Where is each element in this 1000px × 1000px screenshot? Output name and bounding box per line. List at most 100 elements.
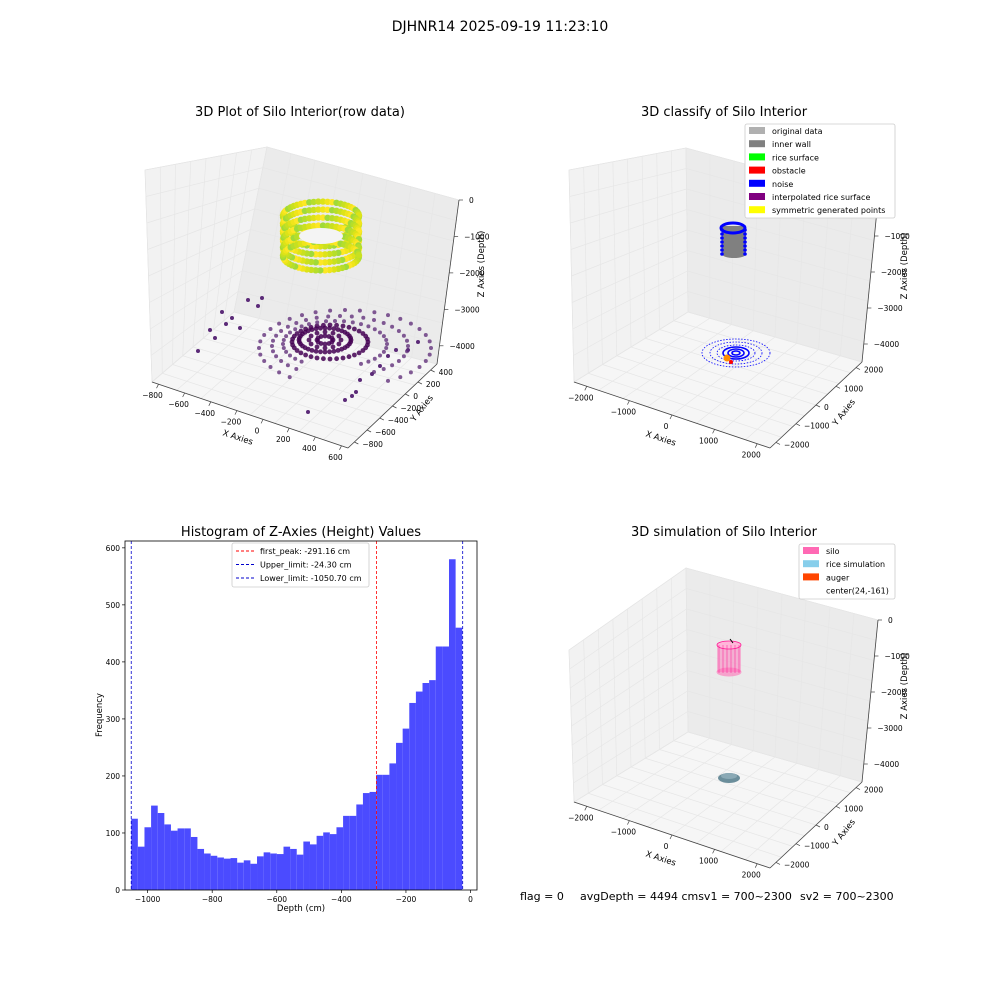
histogram-bar bbox=[336, 827, 344, 890]
wall-grid-line bbox=[570, 209, 687, 250]
raw-floor-point bbox=[308, 324, 314, 330]
histogram-bar bbox=[157, 813, 165, 890]
raw-floor-point bbox=[287, 375, 292, 380]
raw-floor-point bbox=[406, 348, 410, 352]
raw-floor-point bbox=[350, 394, 354, 398]
x-tick-label: 2000 bbox=[742, 451, 761, 460]
raw-floor-point bbox=[324, 319, 328, 324]
wall-grid-line bbox=[641, 156, 646, 339]
raw-floor-point bbox=[384, 338, 389, 342]
y-tick-label: 0 bbox=[824, 403, 829, 412]
footer-flag: flag = 0 bbox=[520, 890, 564, 903]
raw-floor-point bbox=[386, 354, 390, 358]
y-tick-label: 100 bbox=[106, 829, 121, 838]
histogram-bar bbox=[283, 846, 291, 890]
raw-floor-point bbox=[386, 378, 390, 383]
floor-grid-line bbox=[673, 740, 851, 794]
legend-swatch bbox=[749, 179, 765, 187]
histogram-bar bbox=[151, 805, 158, 890]
x-tick-label: −400 bbox=[194, 409, 215, 418]
raw-floor-point bbox=[336, 341, 342, 347]
histogram-bar bbox=[415, 691, 423, 890]
panel-histogram: Histogram of Z-Axies (Height) Values −10… bbox=[95, 525, 478, 914]
raw-floor-point bbox=[220, 310, 224, 314]
z-tick-label: 0 bbox=[469, 196, 474, 205]
y-tick-label: 200 bbox=[106, 772, 121, 781]
noise-ring bbox=[709, 341, 763, 365]
raw-floor-point bbox=[262, 333, 267, 337]
histogram-bar bbox=[343, 815, 350, 890]
noise-ring bbox=[731, 350, 741, 356]
raw-floor-point bbox=[230, 316, 234, 320]
y-tick-label: −1000 bbox=[804, 842, 830, 851]
noise-point bbox=[743, 228, 747, 232]
histogram-bar bbox=[204, 853, 211, 890]
legend-label: noise bbox=[772, 180, 793, 189]
legend-swatch bbox=[749, 206, 765, 214]
floor-grid-line bbox=[192, 346, 393, 407]
raw-rice-point bbox=[321, 267, 329, 274]
raw-floor-point bbox=[338, 314, 342, 318]
center-mark bbox=[729, 638, 734, 644]
x-axis-label: X Axies bbox=[644, 429, 677, 448]
raw-floor-point bbox=[381, 367, 386, 371]
y-tick bbox=[417, 381, 423, 385]
y-tick-label: 2000 bbox=[864, 786, 883, 795]
raw-floor-point bbox=[423, 359, 428, 363]
raw-floor-point bbox=[335, 327, 341, 332]
raw-floor-point bbox=[386, 313, 390, 318]
raw-floor-point bbox=[307, 322, 311, 327]
raw-floor-point bbox=[322, 329, 328, 335]
raw-floor-point bbox=[322, 349, 328, 355]
footer-sv2: sv2 = 700~2300 bbox=[800, 890, 894, 903]
z-tick-label: −1000 bbox=[884, 652, 910, 661]
raw-floor-point bbox=[417, 327, 422, 331]
raw-floor-point bbox=[298, 350, 304, 356]
raw-floor-point bbox=[329, 335, 335, 341]
raw-floor-point bbox=[258, 339, 263, 344]
x-tick bbox=[754, 443, 758, 448]
wall-grid-line bbox=[411, 193, 436, 358]
raw-floor-point bbox=[342, 319, 346, 324]
floor-grid-line bbox=[203, 337, 404, 396]
legend-label: Lower_limit: -1050.70 cm bbox=[260, 574, 362, 583]
wall-grid-line bbox=[627, 158, 632, 348]
x-tick bbox=[260, 419, 264, 424]
legend-swatch bbox=[749, 140, 765, 148]
noise-point bbox=[720, 228, 724, 232]
y-tick-label: 600 bbox=[106, 544, 121, 553]
y-tick bbox=[366, 429, 372, 433]
wall-grid-line bbox=[685, 567, 689, 733]
wall-grid-line bbox=[145, 167, 263, 197]
legend-label: inner wall bbox=[772, 140, 811, 149]
raw-floor-point bbox=[385, 342, 389, 346]
z-axis-label: Z Axies (Depth) bbox=[900, 233, 910, 300]
simulation-chart-title: 3D simulation of Silo Interior bbox=[631, 525, 818, 540]
raw-floor-point bbox=[281, 346, 286, 350]
raw-floor-point bbox=[384, 346, 389, 350]
histogram-bar bbox=[210, 855, 218, 890]
floor-grid-line bbox=[598, 317, 710, 391]
y-tick-label: 2000 bbox=[864, 366, 883, 375]
floor-grid-line bbox=[200, 324, 285, 399]
raw-floor-point bbox=[381, 349, 386, 354]
raw-floor-point bbox=[356, 328, 362, 334]
raw-floor-point bbox=[277, 321, 282, 326]
raw-floor-point bbox=[318, 325, 323, 331]
x-tick-label: −1000 bbox=[135, 895, 161, 904]
raw-floor-point bbox=[381, 321, 386, 325]
raw-floor-point bbox=[260, 296, 264, 300]
y-tick-label: 1000 bbox=[844, 804, 863, 813]
raw-floor-point bbox=[423, 333, 428, 337]
wall-grid-line bbox=[671, 150, 675, 321]
wall-grid-line bbox=[568, 567, 687, 651]
wall-grid-line bbox=[147, 208, 255, 250]
wall-grid-line bbox=[192, 158, 207, 348]
floor-grid-line bbox=[673, 320, 851, 374]
floor-grid-line bbox=[151, 311, 235, 383]
z-tick-label: −2000 bbox=[459, 269, 485, 278]
y-tick bbox=[795, 423, 801, 427]
raw-floor-point bbox=[258, 352, 263, 357]
z-tick-label: 0 bbox=[888, 616, 893, 625]
y-tick bbox=[430, 369, 435, 373]
